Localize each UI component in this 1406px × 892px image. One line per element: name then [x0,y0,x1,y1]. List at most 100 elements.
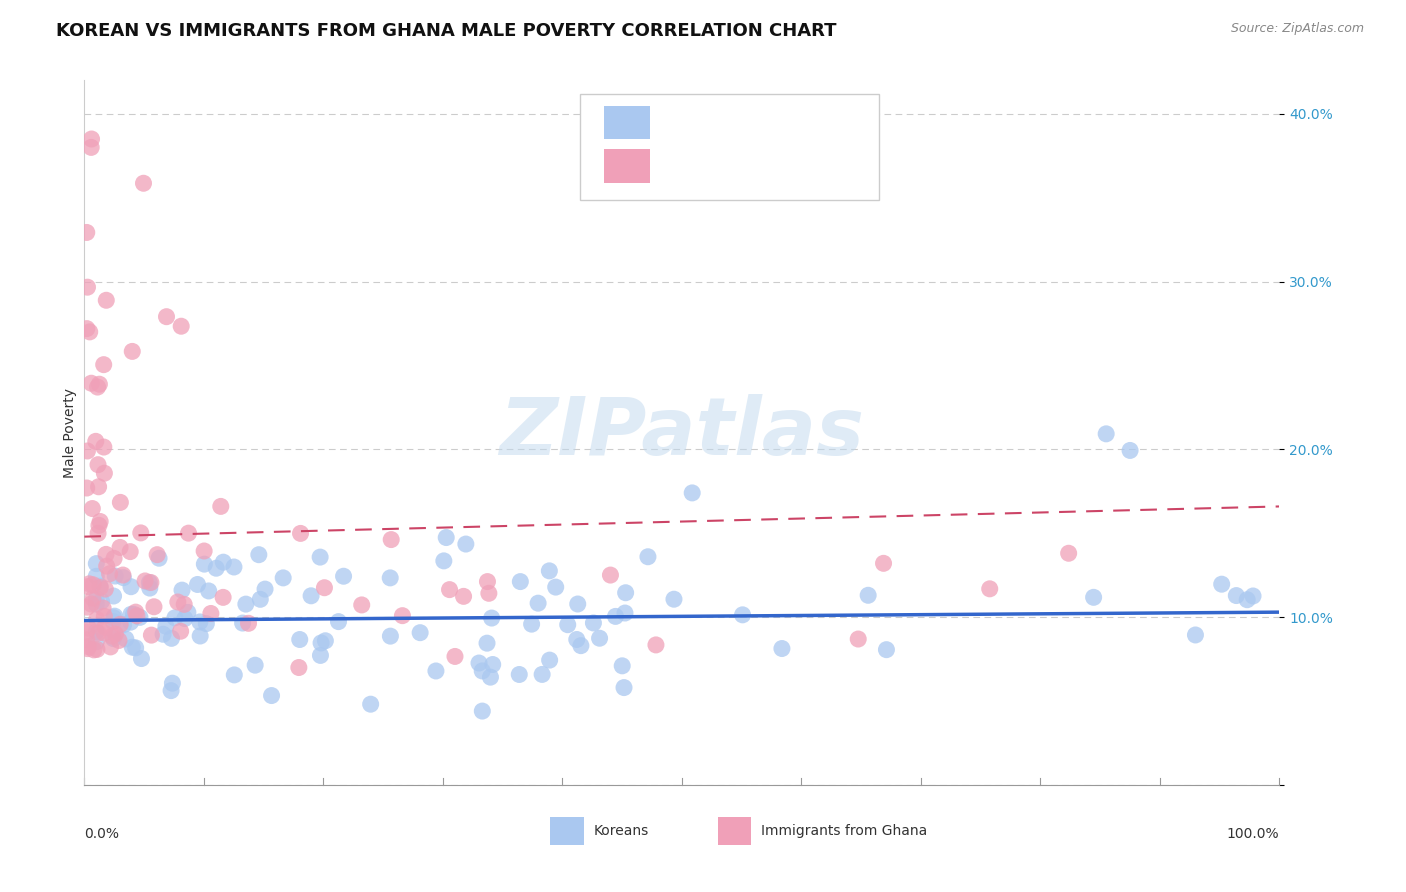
Point [76,226,98,240]
Point [87,458,110,472]
Point [612,658,634,673]
Point [120,544,142,558]
Point [125,608,148,623]
Point [93,358,115,372]
Point [162,676,184,690]
Point [475,636,498,650]
Point [614,606,637,620]
Point [86,624,108,639]
Text: KOREAN VS IMMIGRANTS FROM GHANA MALE POVERTY CORRELATION CHART: KOREAN VS IMMIGRANTS FROM GHANA MALE POV… [56,22,837,40]
Point [224,668,246,682]
Point [212,591,235,605]
Point [433,554,456,568]
Point [96,293,118,308]
Point [76,481,98,495]
Point [146,548,169,562]
Point [103,632,125,646]
Point [160,632,183,646]
Point [254,582,277,596]
Point [93,467,115,481]
Point [209,500,232,514]
Point [979,582,1001,596]
Point [479,670,502,684]
Point [86,597,108,611]
FancyBboxPatch shape [551,817,583,845]
Point [79,325,101,339]
Point [122,607,145,622]
Point [471,664,494,678]
Point [527,596,550,610]
Point [86,591,108,606]
Point [232,616,254,631]
Point [103,611,125,625]
Point [77,640,100,654]
Point [94,548,117,562]
Point [90,594,112,608]
Point [155,619,177,633]
Point [77,621,100,635]
Point [108,633,131,648]
Point [125,605,148,619]
Point [569,639,592,653]
Point [444,649,467,664]
Point [614,586,637,600]
Text: R = 0.042: R = 0.042 [664,115,741,130]
Point [121,344,143,359]
Point [76,321,98,335]
Point [193,544,215,558]
Point [1119,443,1142,458]
Point [309,648,332,663]
Point [177,526,200,541]
Point [101,629,124,643]
Point [86,380,108,394]
Point [328,615,350,629]
Point [538,564,561,578]
Point [856,588,879,602]
Point [120,580,142,594]
Point [166,595,188,609]
Text: N = 93: N = 93 [778,159,831,174]
Point [89,581,111,595]
Text: R = 0.008: R = 0.008 [664,159,741,174]
Point [249,592,271,607]
Point [1236,592,1258,607]
Point [104,569,127,583]
Point [243,658,266,673]
Point [238,616,260,631]
Point [314,633,336,648]
Point [288,632,311,647]
Point [103,615,125,629]
Point [112,571,135,585]
Point [531,667,554,681]
Point [93,440,115,454]
Point [1211,577,1233,591]
Point [605,609,627,624]
Text: 0.0%: 0.0% [84,827,120,841]
Text: ZIPatlas: ZIPatlas [499,393,865,472]
Point [104,609,127,624]
Point [235,597,257,611]
Point [613,681,636,695]
Point [471,704,494,718]
Point [173,598,195,612]
Point [139,581,162,595]
Point [104,627,127,641]
Point [155,310,177,324]
Point [481,611,503,625]
Point [112,617,135,632]
Point [187,577,209,591]
Point [314,581,336,595]
Point [582,615,605,630]
Text: N = 112: N = 112 [778,115,841,130]
Point [89,579,111,593]
Point [87,526,110,541]
Point [87,518,110,533]
Point [93,626,115,640]
Point [222,560,245,574]
Point [163,611,186,625]
Point [84,434,107,449]
Point [453,590,475,604]
Point [508,667,530,681]
Point [76,632,98,647]
Point [82,578,104,592]
